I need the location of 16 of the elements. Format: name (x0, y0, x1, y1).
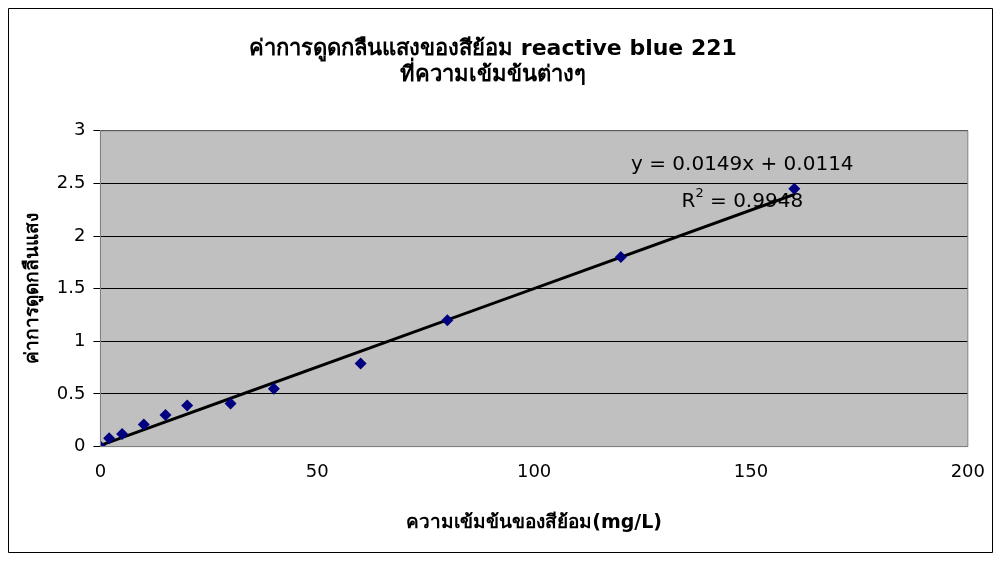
annotation: y = 0.0149x + 0.0114 (631, 151, 854, 175)
x-tick-label: 150 (733, 460, 769, 482)
y-tick-label: 2.5 (56, 171, 86, 193)
x-axis-title: ความเข้มข้นของสีย้อม(mg/L) (406, 509, 663, 532)
y-tick-label: 1.5 (56, 276, 86, 298)
x-tick-label: 200 (950, 460, 985, 482)
x-tick-label: 50 (305, 460, 329, 482)
y-axis-title: ค่าการดูดกลืนแสง (20, 213, 45, 365)
x-tick-label: 100 (516, 460, 552, 482)
y-tick-label: 0.5 (56, 381, 86, 403)
y-tick-label: 3 (73, 118, 86, 140)
y-tick-label: 0 (73, 434, 86, 456)
chart-title: ค่าการดูดกลืนแสงของสีย้อม reactive blue 221 ที่ความเข้มข้นต่างๆ (249, 34, 737, 87)
y-tick-label: 1 (73, 329, 86, 351)
x-tick-label: 0 (94, 460, 107, 482)
y-tick-label: 2 (73, 223, 86, 245)
